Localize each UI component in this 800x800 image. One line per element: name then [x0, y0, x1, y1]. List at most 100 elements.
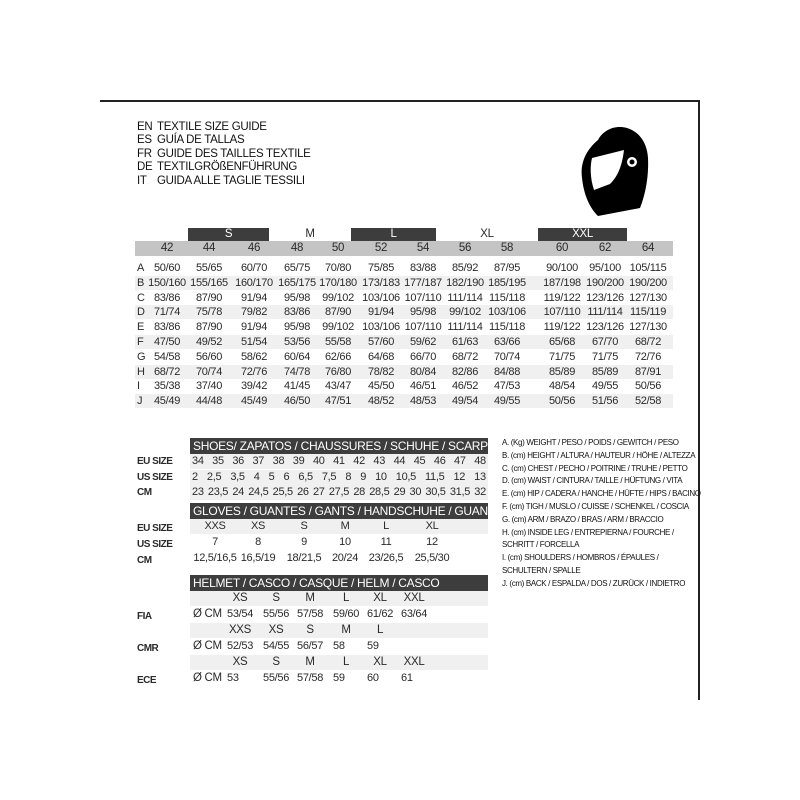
table-cell: 48/52 [367, 395, 395, 408]
table-cell: 27 [312, 486, 325, 498]
title-text: GUIDA ALLE TAGLIE TESSILI [157, 174, 305, 187]
table-cell: 12 [426, 536, 438, 548]
table-cell: 68/72 [451, 350, 479, 363]
table-cell: 190/200 [586, 276, 624, 289]
table-cell: 103/106 [362, 321, 400, 334]
language-code: EN [137, 121, 153, 133]
shoe-size-row: 2 2,5 3,5 4 5 6 6,5 7,5 8 9 10 10,5 11,5 12 13 [192, 470, 486, 485]
table-cell: 44/48 [195, 395, 223, 408]
size-group-label: XL [480, 228, 494, 240]
table-cell: 75/78 [195, 306, 223, 319]
table-cell: 6,5 [298, 470, 313, 483]
table-cell: 107/110 [543, 306, 581, 319]
helmet-size: XS [268, 624, 284, 636]
eu-size: 56 [458, 242, 472, 254]
helmet-size: S [272, 656, 280, 668]
title-line: DE TEXTILGRÖßENFÜHRUNG [137, 161, 311, 174]
table-cell: 50/56 [634, 380, 662, 393]
table-cell: 31,5 [449, 486, 471, 498]
table-cell: 37/40 [195, 380, 223, 393]
legend-line: I. (cm) SHOULDERS / HOMBROS / ÉPAULES / [502, 553, 659, 563]
table-cell: 28,5 [369, 486, 390, 498]
table-cell: 99/102 [449, 306, 481, 319]
table-cell: 111/114 [447, 321, 483, 334]
table-cell: 76/80 [324, 365, 352, 378]
helmet-icon [581, 127, 649, 216]
table-cell: S [300, 520, 308, 532]
table-cell: 53/54 [227, 608, 254, 620]
table-cell: 123/126 [586, 321, 624, 334]
table-cell: 39/42 [240, 380, 268, 393]
table-cell: 59/62 [409, 336, 437, 348]
table-cell: 75/85 [367, 262, 395, 274]
row-label: C [137, 291, 145, 304]
row-label: EU SIZE [137, 523, 173, 534]
size-group-label: S [224, 228, 233, 240]
row-label: EU SIZE [137, 456, 173, 467]
helmet-size: XL [373, 592, 387, 604]
table-cell: 24 [232, 486, 244, 498]
table-cell: XS [250, 520, 266, 532]
table-cell: 59/60 [333, 608, 360, 620]
eu-size-header-band [135, 241, 673, 256]
table-cell: 47/53 [493, 380, 521, 393]
table-cell: 99/102 [322, 291, 354, 304]
title-text: TEXTILGRÖßENFÜHRUNG [157, 161, 297, 174]
table-cell: 56/60 [195, 350, 223, 363]
table-cell: 71/74 [153, 306, 181, 319]
legend-line: A. (Kg) WEIGHT / PESO / POIDS / GEWITCH … [502, 438, 679, 447]
table-cell: 62/66 [324, 350, 352, 363]
table-cell: 12 [453, 470, 466, 483]
helmet-size: L [342, 592, 350, 604]
table-cell: 40 [312, 455, 325, 467]
table-cell: 23/26,5 [368, 552, 404, 564]
table-cell: 25,5 [272, 486, 294, 498]
table-cell: 50/56 [548, 395, 576, 408]
table-cell: 48/54 [548, 380, 576, 393]
table-cell: 24,5 [248, 486, 269, 498]
table-cell: 26 [297, 486, 309, 498]
table-cell: 38 [272, 455, 285, 467]
eu-size: 46 [247, 242, 261, 254]
table-cell: 155/165 [190, 276, 228, 289]
table-cell: 150/160 [148, 276, 186, 289]
legend-line: G. (cm) ARM / BRAZO / BRAS / ARM / BRACC… [502, 514, 664, 524]
table-cell: 87/95 [493, 262, 521, 274]
helmet-size: S [306, 624, 314, 636]
table-cell: 91/94 [240, 291, 268, 304]
table-cell: 5 [268, 470, 275, 483]
table-cell: 34 [192, 455, 204, 467]
language-code: ES [137, 134, 152, 147]
title-line: ES GUÍA DE TALLAS [137, 134, 311, 147]
size-group-xl: XL [437, 228, 537, 241]
table-cell: 8 [255, 536, 261, 548]
row-band [135, 364, 673, 379]
title-line: FR GUIDE DES TAILLES TEXTILE [137, 148, 311, 161]
title-line: IT GUIDA ALLE TAGLIE TESSILI [137, 175, 311, 188]
table-cell: 83/88 [409, 262, 437, 274]
table-cell: 16,5/19 [240, 552, 276, 564]
table-cell: 64/68 [367, 350, 395, 363]
size-group-m: M [270, 228, 350, 241]
table-cell: 65/68 [548, 336, 576, 348]
row-label: D [137, 306, 145, 319]
table-cell: 80/84 [409, 365, 437, 378]
table-cell: 95/98 [283, 291, 311, 304]
row-label: US SIZE [137, 539, 173, 550]
table-cell: 35 [212, 455, 224, 467]
table-cell: 87/90 [324, 306, 352, 319]
table-cell: 57/58 [297, 608, 324, 620]
table-cell: XXS [204, 520, 226, 532]
row-label: A [137, 262, 145, 274]
table-cell: 46 [433, 455, 446, 467]
table-cell: 187/198 [543, 276, 581, 289]
table-cell: 84/88 [493, 365, 521, 378]
table-cell: 61 [401, 672, 413, 684]
table-cell: 10,5 [395, 470, 417, 483]
helmet-size: M [305, 592, 315, 604]
table-cell: 47/51 [324, 395, 352, 408]
helmet-size: XS [232, 592, 248, 604]
table-cell: 70/74 [493, 350, 521, 363]
table-cell: 11 [380, 536, 392, 548]
row-band [135, 305, 673, 320]
